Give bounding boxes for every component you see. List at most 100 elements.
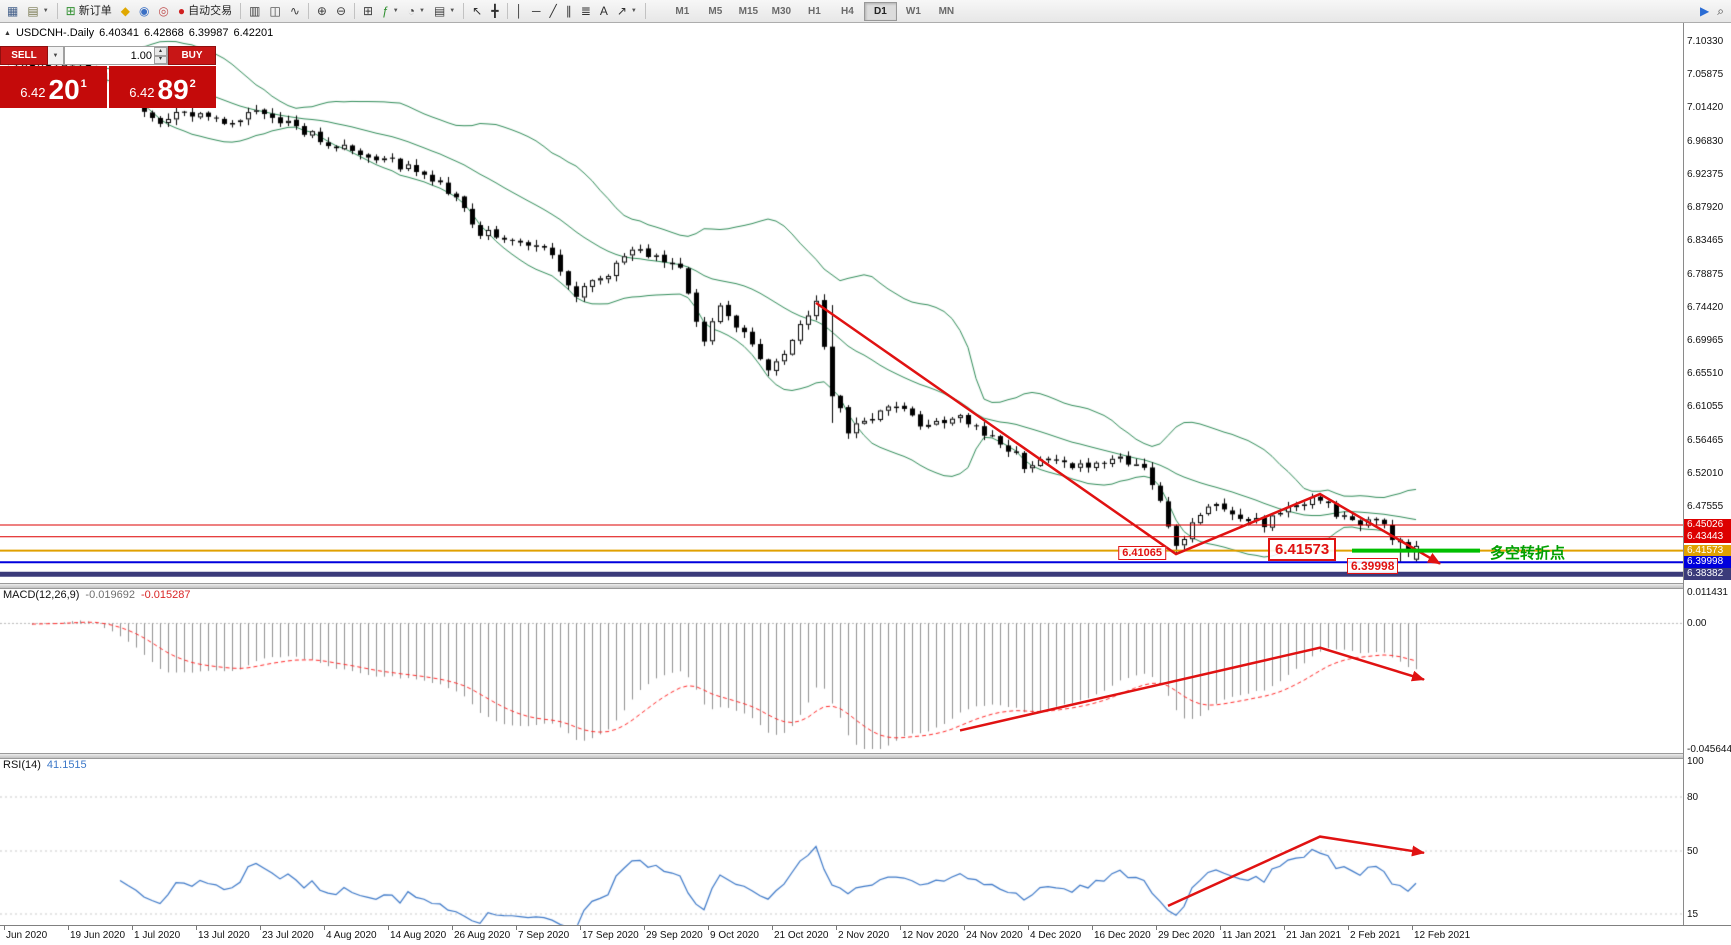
vertical-line-icon[interactable]: │ — [512, 1, 528, 21]
mql5-market-icon[interactable]: ◆ — [117, 1, 134, 21]
tab-timeframe-m1[interactable]: M1 — [675, 5, 690, 17]
auto-trading-icon: ● — [177, 4, 186, 18]
time-tick — [772, 926, 773, 930]
price-tick-label: 6.61055 — [1687, 401, 1724, 413]
buy-price-panel[interactable]: 6.42 89 2 — [109, 66, 216, 108]
price-tick-label: 7.01420 — [1687, 102, 1724, 114]
date-label: 12 Feb 2021 — [1414, 930, 1471, 941]
crosshair-icon: ╋ — [491, 4, 499, 18]
profiles-icon[interactable]: ▤ ▼ — [23, 1, 52, 21]
bar-chart-icon[interactable]: ▥ — [245, 1, 264, 21]
volume-spinner: ▴ ▾ — [154, 47, 167, 64]
mql5-market-icon: ◆ — [120, 4, 130, 18]
price-tick-label: 6.83465 — [1687, 235, 1724, 247]
quick-navigation-icon[interactable]: ▶ — [1696, 1, 1713, 21]
price-tick-label: 6.52010 — [1687, 468, 1724, 480]
news-icon: ◎ — [158, 4, 169, 18]
one-click-trading-panel: SELL ▼ 1.00 ▴ ▾ BUY 6.42 20 1 6.42 89 2 — [0, 46, 216, 108]
horizontal-line-icon[interactable]: ─ — [528, 1, 545, 21]
tab-timeframe-h1[interactable]: H1 — [807, 5, 821, 17]
pane-separator-macd[interactable] — [0, 583, 1731, 589]
ohlc-open: 6.40341 — [99, 27, 139, 39]
tab-timeframe-m15[interactable]: M15 — [738, 5, 759, 17]
sell-price-sup: 1 — [80, 78, 87, 90]
tab-timeframe-m30[interactable]: M30 — [771, 5, 792, 17]
volume-increase-button[interactable]: ▴ — [154, 47, 167, 56]
periods-icon[interactable]: ◔ ▼ — [404, 1, 429, 21]
indicators-icon[interactable]: ƒ ▼ — [378, 1, 403, 21]
line-chart-icon[interactable]: ∿ — [286, 1, 304, 21]
sell-price-panel[interactable]: 6.42 20 1 — [0, 66, 107, 108]
buy-price-big: 89 — [157, 74, 189, 106]
date-label: 7 Sep 2020 — [518, 930, 570, 941]
rsi-axis-label: 100 — [1687, 756, 1704, 767]
tile-windows-icon: ⊞ — [363, 4, 374, 18]
history-center-icon[interactable]: ◉ — [135, 1, 153, 21]
tab-timeframe-m5[interactable]: M5 — [708, 5, 723, 17]
date-label: Jun 2020 — [6, 930, 48, 941]
price-tick-label: 6.65510 — [1687, 368, 1724, 380]
crosshair-icon[interactable]: ╋ — [487, 1, 502, 21]
templates-icon: ▤ — [433, 4, 446, 18]
sell-button[interactable]: SELL — [0, 46, 48, 65]
tab-timeframe-h4[interactable]: H4 — [840, 5, 854, 17]
volume-field[interactable]: 1.00 ▴ ▾ — [64, 46, 168, 65]
tile-windows-icon[interactable]: ⊞ — [359, 1, 377, 21]
date-label: 19 Jun 2020 — [70, 930, 126, 941]
arrows-icon[interactable]: ↗ ▼ — [613, 1, 641, 21]
toolbar-separator — [56, 3, 58, 19]
cursor-icon[interactable]: ↖ — [468, 1, 486, 21]
bar-chart-icon: ▥ — [249, 4, 261, 18]
turning-point-text[interactable]: 多空转折点 — [1490, 544, 1566, 562]
date-label: 2 Feb 2021 — [1350, 930, 1401, 941]
tab-timeframe-w1[interactable]: W1 — [905, 5, 921, 17]
text-icon[interactable]: A — [596, 1, 612, 21]
turning-price-label[interactable]: 6.41573 — [1268, 538, 1337, 561]
swing-low-price-label[interactable]: 6.41065 — [1118, 546, 1166, 561]
toolbar-right-icons: ▶ ⌕ — [1696, 1, 1728, 21]
time-scale[interactable]: Jun 2020 19 Jun 2020 1 Jul 2020 13 Jul 2020… — [0, 925, 1731, 945]
search-icon[interactable]: ⌕ — [1713, 1, 1728, 21]
trendline-icon: ╱ — [549, 4, 557, 18]
time-tick — [1412, 926, 1413, 930]
date-label: 14 Aug 2020 — [390, 930, 447, 941]
zoom-out-icon[interactable]: ⊖ — [332, 1, 350, 21]
new-chart-icon[interactable]: ▦ — [3, 1, 22, 21]
price-tick-label: 6.69965 — [1687, 335, 1724, 347]
trendline-icon[interactable]: ╱ — [546, 1, 561, 21]
auto-trading-button-label: 自动交易 — [188, 4, 233, 17]
price-tag-6.45026: 6.45026 — [1684, 518, 1731, 531]
zoom-in-icon[interactable]: ⊕ — [313, 1, 331, 21]
recent-low-price-label[interactable]: 6.39998 — [1347, 558, 1399, 575]
tab-timeframe-mn[interactable]: MN — [938, 5, 955, 17]
trade-options-dropdown[interactable]: ▼ — [48, 46, 64, 65]
candlestick-chart-icon[interactable]: ◫ — [266, 1, 285, 21]
buy-button[interactable]: BUY — [168, 46, 216, 65]
volume-decrease-button[interactable]: ▾ — [154, 55, 167, 64]
new-order-button[interactable]: ⊞ 新订单 — [62, 1, 116, 21]
date-label: 26 Aug 2020 — [454, 930, 511, 941]
price-tick-label: 6.87920 — [1687, 202, 1724, 214]
auto-trading-button[interactable]: ● 自动交易 — [174, 1, 236, 21]
date-label: 9 Oct 2020 — [710, 930, 759, 941]
time-tick — [580, 926, 581, 930]
news-icon[interactable]: ◎ — [154, 1, 172, 21]
macd-main-value: -0.019692 — [85, 589, 135, 601]
fibonacci-icon[interactable]: ≣ — [577, 1, 595, 21]
price-tick-label: 6.56465 — [1687, 435, 1724, 447]
macd-axis-label: -0.045644 — [1687, 744, 1731, 755]
price-scale[interactable]: 7.10330 7.05875 7.01420 6.96830 6.92375 6.879… — [1683, 23, 1731, 925]
toolbar-separator — [307, 3, 309, 19]
date-label: 29 Dec 2020 — [1158, 930, 1215, 941]
pane-separator-rsi[interactable] — [0, 753, 1731, 759]
templates-icon[interactable]: ▤ ▼ — [430, 1, 459, 21]
candlestick-chart-icon: ◫ — [269, 4, 281, 18]
price-tag-6.39998: 6.39998 — [1684, 556, 1731, 569]
ohlc-high: 6.42868 — [143, 27, 184, 39]
tab-timeframe-d1[interactable]: D1 — [863, 1, 897, 21]
channel-icon: ∥ — [565, 4, 572, 18]
volume-value[interactable]: 1.00 — [130, 50, 152, 62]
channel-icon[interactable]: ∥ — [562, 1, 576, 21]
chart-canvas[interactable] — [0, 0, 1683, 945]
